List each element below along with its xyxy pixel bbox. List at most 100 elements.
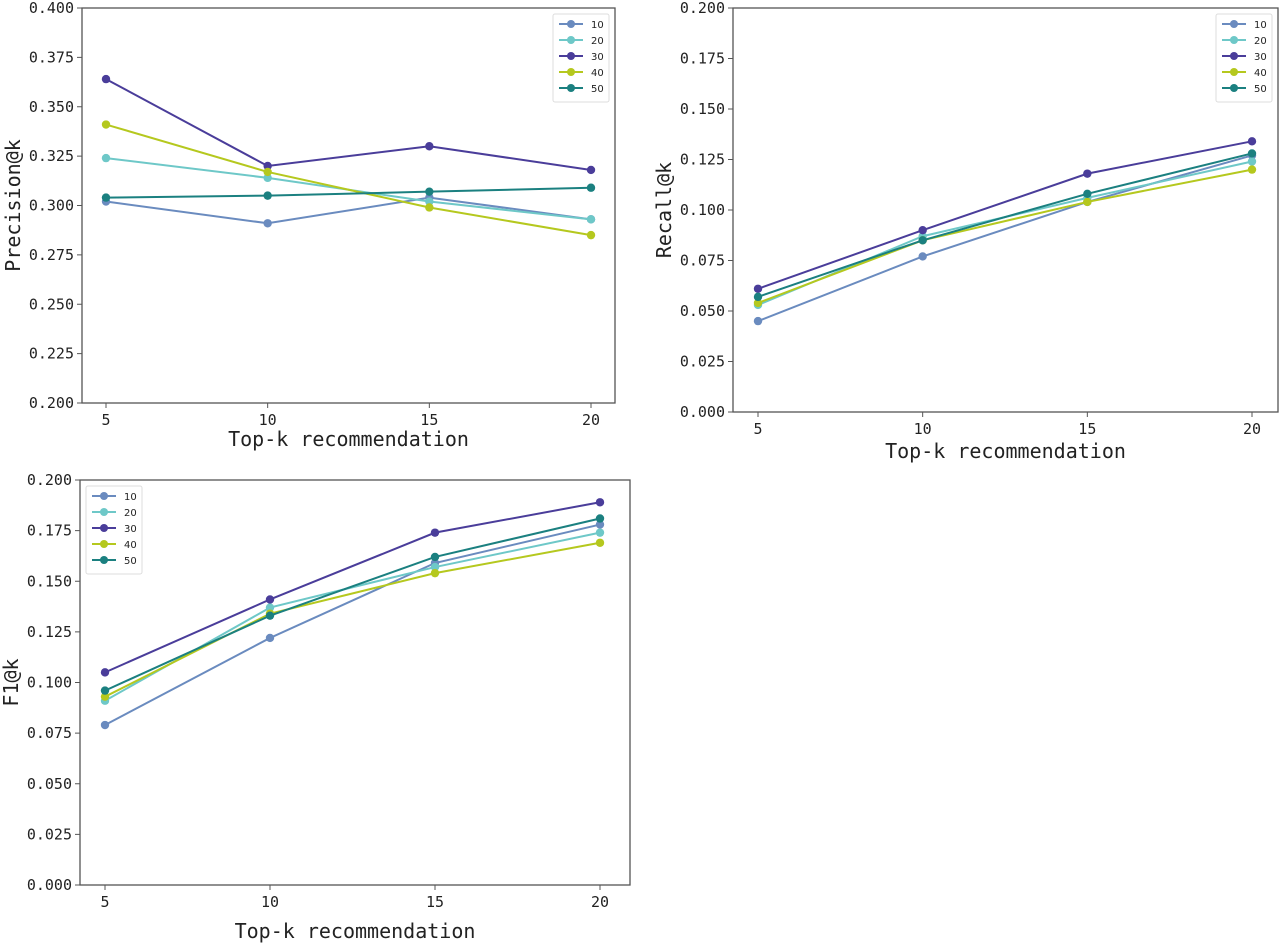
data-point-50 bbox=[1083, 189, 1092, 199]
data-point-40 bbox=[263, 167, 272, 177]
x-tick-label: 15 bbox=[420, 411, 438, 429]
y-tick-label: 0.000 bbox=[27, 876, 72, 894]
plot-frame bbox=[79, 479, 631, 886]
x-tick-label: 5 bbox=[100, 893, 109, 911]
y-tick-label: 0.350 bbox=[29, 98, 74, 116]
data-point-30 bbox=[1247, 137, 1257, 146]
y-tick-label: 0.225 bbox=[29, 345, 74, 363]
y-tick-label: 0.025 bbox=[27, 825, 72, 843]
data-point-50 bbox=[263, 191, 272, 200]
y-tick-label: 0.000 bbox=[680, 403, 725, 421]
data-point-50 bbox=[918, 236, 927, 245]
series-line-30 bbox=[105, 78, 592, 171]
x-tick-label: 20 bbox=[1243, 420, 1261, 438]
series-line-40 bbox=[757, 168, 1253, 304]
data-point-50 bbox=[101, 193, 111, 202]
series-line-10 bbox=[105, 196, 592, 225]
data-point-30 bbox=[425, 142, 434, 151]
x-tick-label: 5 bbox=[753, 420, 762, 438]
y-tick-label: 0.200 bbox=[29, 394, 74, 412]
data-point-50 bbox=[100, 686, 110, 695]
legend-marker bbox=[100, 508, 108, 516]
data-point-50 bbox=[595, 514, 605, 523]
data-point-10 bbox=[100, 720, 110, 730]
legend-label: 20 bbox=[591, 36, 604, 47]
y-tick-label: 0.125 bbox=[680, 151, 725, 169]
x-axis-label: Top-k recommendation bbox=[885, 439, 1126, 463]
legend-label: 50 bbox=[1254, 84, 1267, 95]
y-tick-label: 0.075 bbox=[27, 724, 72, 742]
legend-label: 10 bbox=[1254, 20, 1267, 31]
data-point-30 bbox=[100, 668, 110, 677]
y-axis-label: Recall@k bbox=[652, 162, 676, 258]
data-point-30 bbox=[101, 74, 111, 84]
x-axis-label: Top-k recommendation bbox=[235, 919, 476, 943]
y-tick-label: 0.250 bbox=[29, 295, 74, 313]
y-tick-label: 0.150 bbox=[680, 100, 725, 118]
series-line-40 bbox=[105, 123, 592, 237]
data-point-40 bbox=[425, 203, 434, 212]
legend-label: 40 bbox=[591, 68, 604, 79]
plot-frame bbox=[81, 7, 616, 404]
data-point-30 bbox=[1083, 169, 1092, 178]
y-tick-label: 0.125 bbox=[27, 623, 72, 641]
y-tick-label: 0.100 bbox=[680, 201, 725, 219]
chart-panel-2: 0.000 0.025 0.050 0.075 0.100 0.125 0.150 0.175… bbox=[0, 471, 631, 943]
data-point-50 bbox=[425, 187, 434, 196]
legend-label: 20 bbox=[124, 508, 137, 519]
legend-marker bbox=[100, 524, 108, 532]
y-tick-label: 0.100 bbox=[27, 674, 72, 692]
series-line-50 bbox=[757, 152, 1253, 298]
y-tick-label: 0.075 bbox=[680, 252, 725, 270]
y-tick-label: 0.400 bbox=[29, 0, 74, 17]
series-line-30 bbox=[757, 140, 1253, 290]
y-tick-label: 0.200 bbox=[680, 0, 725, 17]
y-tick-label: 0.200 bbox=[27, 471, 72, 489]
y-axis-label: F1@k bbox=[0, 658, 23, 706]
x-axis-label: Top-k recommendation bbox=[228, 427, 469, 451]
data-point-10 bbox=[265, 633, 275, 643]
legend-label: 50 bbox=[591, 84, 604, 95]
data-point-40 bbox=[595, 538, 605, 547]
data-point-20 bbox=[595, 528, 605, 537]
legend-marker bbox=[100, 556, 108, 564]
data-point-10 bbox=[595, 520, 605, 529]
legend-label: 10 bbox=[591, 20, 604, 31]
series-line-10 bbox=[104, 523, 601, 726]
legend-marker bbox=[1230, 84, 1238, 92]
data-point-40 bbox=[430, 568, 440, 578]
data-point-20 bbox=[586, 215, 596, 224]
y-axis-label: Precision@k bbox=[1, 139, 25, 271]
y-tick-label: 0.150 bbox=[27, 572, 72, 590]
x-tick-label: 20 bbox=[591, 893, 609, 911]
series-line-50 bbox=[104, 517, 601, 692]
data-point-50 bbox=[1247, 149, 1257, 158]
legend-label: 40 bbox=[124, 540, 137, 551]
x-tick-label: 10 bbox=[914, 420, 932, 438]
y-tick-label: 0.025 bbox=[680, 353, 725, 371]
data-point-20 bbox=[265, 603, 275, 612]
x-tick-label: 20 bbox=[582, 411, 600, 429]
data-point-50 bbox=[753, 292, 763, 302]
legend: 10 20 30 40 50 bbox=[552, 13, 610, 103]
legend-marker bbox=[100, 540, 108, 548]
series-line-40 bbox=[104, 541, 601, 698]
data-point-40 bbox=[1083, 197, 1092, 207]
data-point-10 bbox=[918, 252, 927, 261]
legend-marker bbox=[100, 492, 108, 500]
legend-box bbox=[552, 13, 610, 103]
legend-box bbox=[85, 485, 143, 575]
legend-label: 30 bbox=[591, 52, 604, 63]
legend-box bbox=[1215, 13, 1273, 103]
data-point-40 bbox=[586, 230, 596, 240]
data-point-10 bbox=[263, 219, 272, 228]
data-point-20 bbox=[1247, 157, 1257, 166]
legend-marker bbox=[567, 84, 575, 92]
legend-label: 30 bbox=[124, 524, 137, 535]
data-point-20 bbox=[263, 173, 272, 183]
x-tick-label: 5 bbox=[101, 411, 110, 429]
data-point-20 bbox=[430, 562, 440, 572]
legend-marker bbox=[567, 68, 575, 76]
series-line-50 bbox=[105, 186, 592, 199]
series-line-20 bbox=[757, 160, 1253, 306]
